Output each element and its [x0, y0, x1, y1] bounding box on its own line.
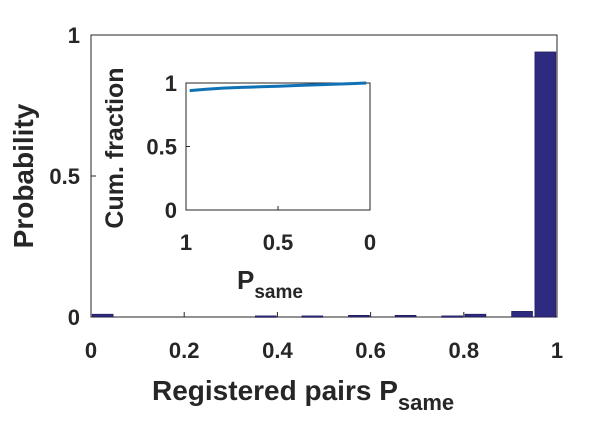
main-y-tick-label: 0 [68, 305, 80, 330]
histogram-bar [301, 315, 324, 318]
histogram-bar [464, 313, 487, 318]
histogram-bar [441, 315, 463, 318]
histogram-bar [254, 315, 277, 318]
main-bars [91, 51, 557, 318]
main-x-axis-label: Registered pairs Psame [152, 375, 454, 415]
inset-x-axis-label: Psame [237, 265, 303, 303]
inset-plot: 1 0.5 0 00.51 Psame Cum. fraction [101, 67, 376, 303]
inset-line-series [189, 81, 367, 93]
main-x-axis-label-subscript: same [398, 390, 454, 415]
main-x-tick-label: 0.2 [169, 338, 200, 363]
inset-x-tick-label: 0.5 [263, 230, 294, 255]
main-y-axis-label: Probability [8, 103, 39, 248]
inset-x-axis-label-subscript: same [254, 282, 303, 303]
main-x-ticks: 0 0.2 0.4 0.6 0.8 1 [85, 312, 563, 363]
main-plot: 0 0.2 0.4 0.6 0.8 1 00.51 Registered pairs Ps… [8, 23, 563, 415]
main-y-tick-label: 0.5 [49, 164, 80, 189]
main-y-ticks: 00.51 [49, 23, 96, 330]
inset-y-tick-label: 0.5 [146, 135, 177, 160]
main-x-tick-label: 0.8 [449, 338, 480, 363]
cumulative-fraction-line [189, 81, 367, 93]
histogram-bar [511, 311, 533, 318]
inset-y-axis-label: Cum. fraction [101, 67, 129, 228]
histogram-bar [534, 51, 557, 318]
main-y-tick-label: 1 [68, 23, 80, 48]
histogram-bar [394, 315, 417, 318]
main-x-tick-label: 0 [85, 338, 97, 363]
inset-plot-frame [185, 82, 371, 211]
main-x-tick-label: 0.6 [355, 338, 386, 363]
inset-x-tick-label: 1 [180, 230, 192, 255]
histogram-bar [348, 315, 370, 318]
inset-x-tick-label: 0 [364, 230, 376, 255]
inset-y-tick-label: 1 [165, 71, 177, 96]
histogram-bar [91, 313, 114, 318]
inset-x-ticks: 1 0.5 0 [180, 206, 376, 255]
main-x-tick-label: 1 [551, 338, 563, 363]
inset-y-ticks: 00.51 [146, 71, 190, 223]
main-x-tick-label: 0.4 [262, 338, 293, 363]
inset-y-tick-label: 0 [165, 198, 177, 223]
